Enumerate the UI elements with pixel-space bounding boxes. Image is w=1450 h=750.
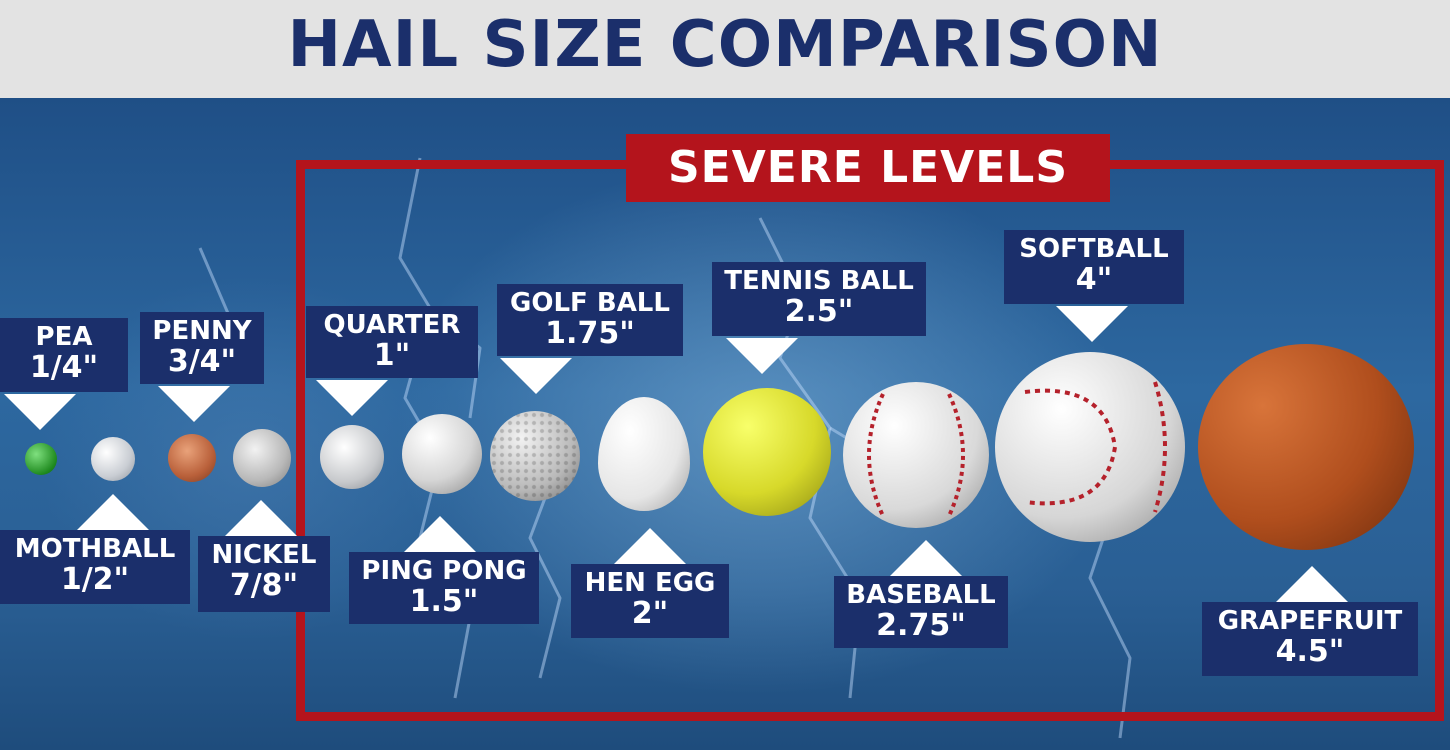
item-name: MOTHBALL [14, 534, 176, 564]
pointer-up-icon [614, 528, 686, 564]
item-name: GOLF BALL [510, 288, 670, 318]
pointer-down-icon [158, 386, 230, 422]
pointer-down-icon [4, 394, 76, 430]
label-softball: SOFTBALL 4" [1004, 230, 1184, 304]
pointer-up-icon [225, 500, 297, 536]
label-grapefruit: GRAPEFRUIT 4.5" [1202, 602, 1418, 676]
label-penny: PENNY 3/4" [140, 312, 264, 384]
item-size: 4.5" [1275, 634, 1345, 669]
item-name: PEA [35, 322, 93, 352]
pointer-down-icon [726, 338, 798, 374]
label-baseball: BASEBALL 2.75" [834, 576, 1008, 648]
item-size: 4" [1075, 262, 1113, 297]
label-nickel: NICKEL 7/8" [198, 536, 330, 612]
item-name: PENNY [152, 316, 252, 346]
item-size: 2" [631, 596, 669, 631]
title-bar: HAIL SIZE COMPARISON [0, 0, 1450, 98]
item-name: TENNIS BALL [724, 266, 914, 296]
item-name: BASEBALL [846, 580, 996, 610]
label-hen-egg: HEN EGG 2" [571, 564, 729, 638]
pointer-up-icon [1276, 566, 1348, 602]
item-size: 2.75" [876, 608, 966, 643]
label-mothball: MOTHBALL 1/2" [0, 530, 190, 604]
pointer-up-icon [890, 540, 962, 576]
item-size: 1" [373, 338, 411, 373]
softball-object [995, 352, 1185, 542]
pointer-up-icon [77, 494, 149, 530]
nickel-object [233, 429, 291, 487]
label-pea: PEA 1/4" [0, 318, 128, 392]
grapefruit-object [1198, 344, 1414, 550]
label-golf-ball: GOLF BALL 1.75" [497, 284, 683, 356]
item-size: 1.75" [545, 316, 635, 351]
label-ping-pong: PING PONG 1.5" [349, 552, 539, 624]
item-name: HEN EGG [584, 568, 716, 598]
pointer-down-icon [316, 380, 388, 416]
item-size: 7/8" [229, 568, 299, 603]
label-tennis-ball: TENNIS BALL 2.5" [712, 262, 926, 336]
label-quarter: QUARTER 1" [306, 306, 478, 378]
baseball-stitching [867, 393, 965, 517]
severe-levels-label: SEVERE LEVELS [626, 134, 1110, 202]
item-name: PING PONG [361, 556, 527, 586]
item-name: QUARTER [323, 310, 461, 340]
golf-ball-object [490, 411, 580, 501]
pointer-down-icon [1056, 306, 1128, 342]
pointer-up-icon [404, 516, 476, 552]
quarter-object [320, 425, 384, 489]
item-name: SOFTBALL [1019, 234, 1169, 264]
item-size: 1/4" [29, 350, 99, 385]
item-size: 1.5" [409, 584, 479, 619]
item-name: GRAPEFRUIT [1217, 606, 1403, 636]
item-size: 3/4" [167, 344, 237, 379]
ping-pong-object [402, 414, 482, 494]
pea-object [25, 443, 57, 475]
mothball-object [91, 437, 135, 481]
baseball-object [843, 382, 989, 528]
penny-object [168, 434, 216, 482]
tennis-ball-object [703, 388, 831, 516]
softball-stitching [1024, 381, 1167, 513]
item-size: 2.5" [784, 294, 854, 329]
hen-egg-object [598, 397, 690, 511]
item-size: 1/2" [60, 562, 130, 597]
item-name: NICKEL [211, 540, 317, 570]
pointer-down-icon [500, 358, 572, 394]
page-title: HAIL SIZE COMPARISON [287, 8, 1163, 82]
